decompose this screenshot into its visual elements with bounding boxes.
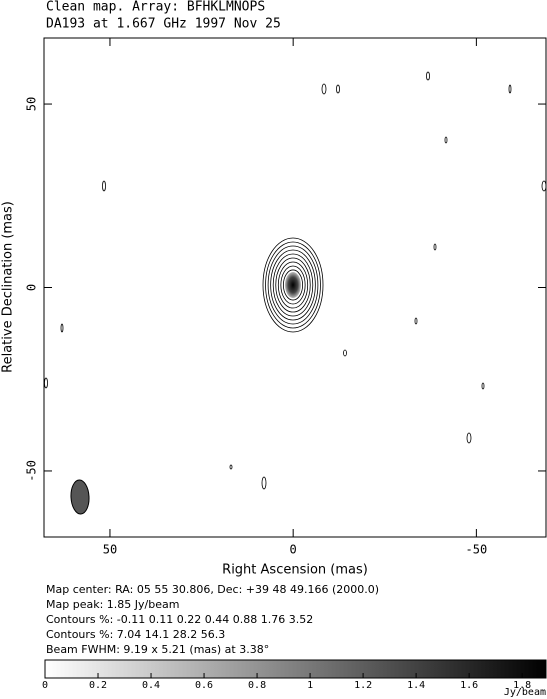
noise-contours bbox=[44, 71, 547, 490]
colorbar-tick-label: 0.6 bbox=[195, 680, 213, 691]
contour-line bbox=[282, 269, 303, 301]
colorbar-tick-label: 1.4 bbox=[407, 680, 425, 691]
y-tick-label: 50 bbox=[25, 97, 39, 111]
core bbox=[285, 272, 301, 298]
map-info: Beam FWHM: 9.19 x 5.21 (mas) at 3.38° bbox=[46, 643, 269, 656]
colorbar-tick-label: 1.8 bbox=[513, 680, 531, 691]
colorbar-tick-label: 0.2 bbox=[89, 680, 107, 691]
colorbar-unit: Jy/beam bbox=[504, 687, 546, 698]
colorbar-tick-label: 0.8 bbox=[248, 680, 266, 691]
chart-title: Clean map. Array: BFHKLMNOPS bbox=[46, 0, 265, 15]
contour-line bbox=[275, 257, 311, 313]
colorbar-tick-label: 0 bbox=[42, 680, 48, 691]
contour-line bbox=[267, 245, 319, 325]
map-info: Contours %: 7.04 14.1 28.2 56.3 bbox=[46, 628, 225, 641]
x-tick-label: -50 bbox=[466, 543, 488, 557]
x-tick-label: 50 bbox=[103, 543, 117, 557]
chart-subtitle: DA193 at 1.667 GHz 1997 Nov 25 bbox=[46, 17, 281, 32]
map-info: Map center: RA: 05 55 30.806, Dec: +39 4… bbox=[46, 583, 379, 596]
contour-line bbox=[270, 249, 316, 321]
map-info: Map peak: 1.85 Jy/beam bbox=[46, 598, 179, 611]
colorbar-tick-label: 1 bbox=[307, 680, 313, 691]
colorbar-tick-label: 0.4 bbox=[142, 680, 160, 691]
x-axis-label: Right Ascension (mas) bbox=[222, 563, 368, 578]
contour-line bbox=[272, 253, 314, 317]
x-tick-label: 0 bbox=[290, 543, 297, 557]
y-tick-label: -50 bbox=[25, 460, 39, 482]
contour-line bbox=[262, 237, 324, 333]
map-info: Contours %: -0.11 0.11 0.22 0.44 0.88 1.… bbox=[46, 613, 313, 626]
colorbar bbox=[44, 659, 547, 679]
contour-line bbox=[265, 241, 321, 329]
contour-line bbox=[277, 261, 309, 309]
y-tick-label: 0 bbox=[25, 284, 39, 291]
contour-line bbox=[280, 265, 306, 305]
y-axis-label: Relative Declination (mas) bbox=[1, 201, 16, 373]
colorbar-tick-label: 1.2 bbox=[354, 680, 372, 691]
beam bbox=[70, 479, 90, 515]
colorbar-tick-label: 1.6 bbox=[460, 680, 478, 691]
